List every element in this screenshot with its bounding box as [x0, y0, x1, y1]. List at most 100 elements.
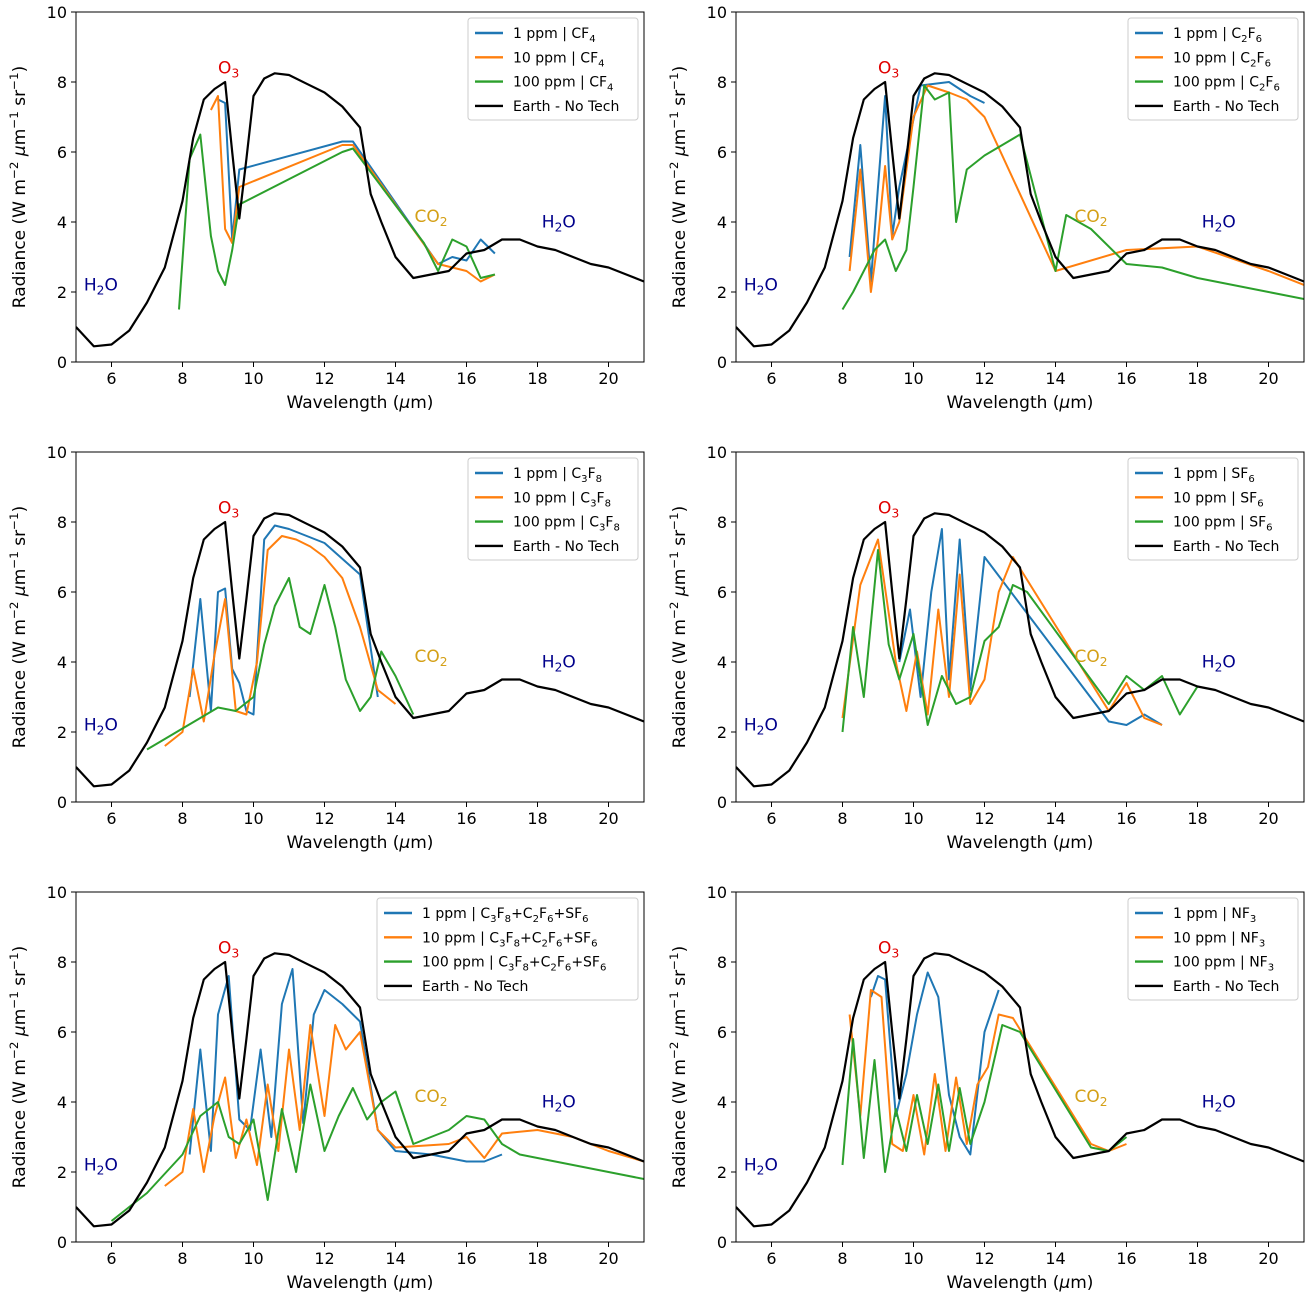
y-tick-label: 2	[57, 723, 67, 742]
legend-label-prefix: Earth - No Tech	[513, 539, 619, 555]
legend-species-sub2: 8	[613, 523, 619, 534]
annotation-co2: CO2	[1074, 1087, 1107, 1109]
annotation-h2o-left-tail: O	[104, 715, 117, 735]
x-axis-label: Wavelength (μm)	[947, 1273, 1094, 1293]
xlabel-mu: μ	[398, 833, 410, 853]
xlabel-unit: m)	[1070, 833, 1093, 853]
annotation-o3-sub: 3	[891, 946, 899, 960]
x-tick-label: 8	[177, 369, 187, 388]
annotation-o3-sub: 3	[231, 946, 239, 960]
x-tick-label: 14	[385, 369, 405, 388]
annotation-co2-sub: 2	[440, 215, 448, 229]
legend-species-sub2: 6	[1265, 58, 1271, 69]
legend-species-tail2: +C	[529, 955, 551, 971]
ylabel-exp1: −2	[7, 1042, 21, 1060]
legend-species-tail: F	[605, 515, 613, 531]
y-tick-label: 6	[717, 143, 727, 162]
x-tick-label: 10	[243, 809, 263, 828]
legend-species-base: C	[489, 930, 499, 946]
legend: 1 ppm | C3F8+C2F6+SF610 ppm | C3F8+C2F6+…	[377, 898, 638, 1000]
y-tick-label: 6	[57, 583, 67, 602]
xlabel-main: Wavelength (	[947, 1273, 1060, 1293]
legend-species-base: CF	[571, 26, 589, 42]
legend-label-prefix: 100 ppm |	[422, 955, 498, 971]
annotation-h2o-left-base: H	[744, 1155, 757, 1175]
legend-species-tail2: +C	[511, 906, 533, 922]
y-axis-label: Radiance (W m−2 μm−1 sr−1)	[667, 946, 690, 1188]
annotation-h2o-left: H2O	[744, 715, 778, 737]
xlabel-mu: μ	[398, 1273, 410, 1293]
legend: 1 ppm | C3F810 ppm | C3F8100 ppm | C3F8E…	[468, 458, 638, 560]
annotation-co2: CO2	[414, 207, 447, 229]
y-axis-label: Radiance (W m−2 μm−1 sr−1)	[7, 946, 30, 1188]
annotation-co2-base: CO	[1074, 1087, 1099, 1107]
chart-panel-3: 6 8 10 12 14 16 18 200246810Wavelength (μm)Radi…	[7, 443, 644, 853]
x-tick-label: 18	[527, 809, 547, 828]
x-axis-label: Wavelength (μm)	[947, 393, 1094, 413]
ylabel-main: Radiance (W m	[670, 179, 690, 308]
ylabel-exp2: −1	[7, 551, 21, 569]
y-tick-label: 10	[707, 3, 727, 22]
chart-panel-4: 6 8 10 12 14 16 18 200246810Wavelength (μm)Radi…	[667, 443, 1304, 853]
y-tick-label: 2	[717, 283, 727, 302]
annotation-h2o-right-sub: 2	[1215, 660, 1223, 674]
x-tick-label: 14	[1045, 1249, 1065, 1268]
ylabel-close: )	[10, 946, 30, 953]
x-tick-label: 6	[766, 809, 776, 828]
x-tick-label: 10	[243, 369, 263, 388]
x-tick-label: 16	[1116, 809, 1136, 828]
legend: 1 ppm | C2F610 ppm | C2F6100 ppm | C2F6E…	[1128, 18, 1298, 120]
y-axis-label: Radiance (W m−2 μm−1 sr−1)	[667, 66, 690, 308]
annotation-h2o-left-sub: 2	[97, 723, 105, 737]
annotation-co2-sub: 2	[440, 655, 448, 669]
legend-species-base: C	[498, 955, 508, 971]
ylabel-exp2: −1	[667, 551, 681, 569]
x-axis-label: Wavelength (μm)	[287, 833, 434, 853]
ylabel-main: Radiance (W m	[10, 179, 30, 308]
ylabel-exp2: −1	[7, 991, 21, 1009]
legend-species-tail: F	[514, 955, 522, 971]
y-tick-label: 4	[717, 1093, 727, 1112]
x-tick-label: 16	[456, 809, 476, 828]
legend-species-sub2: 6	[1256, 34, 1262, 45]
legend-species-base: C	[480, 906, 490, 922]
x-axis-label: Wavelength (μm)	[947, 833, 1094, 853]
x-tick-label: 18	[1187, 1249, 1207, 1268]
legend-label-prefix: 1 ppm |	[513, 26, 571, 42]
legend-species-base: SF	[1231, 466, 1248, 482]
x-tick-label: 10	[903, 1249, 923, 1268]
x-tick-label: 20	[598, 1249, 618, 1268]
legend-species-tail: F	[1265, 75, 1273, 91]
ylabel-m: m	[10, 1009, 30, 1026]
legend-label: Earth - No Tech	[513, 99, 619, 115]
annotation-h2o-left-tail: O	[764, 1155, 777, 1175]
ylabel-mu: μ	[10, 585, 30, 601]
xlabel-unit: m)	[410, 393, 433, 413]
annotation-h2o-right-tail: O	[562, 652, 575, 672]
legend-species-tail3: F	[539, 906, 547, 922]
legend-label-prefix: Earth - No Tech	[1173, 979, 1279, 995]
xlabel-unit: m)	[1070, 393, 1093, 413]
legend-label-prefix: 1 ppm |	[1173, 906, 1231, 922]
x-axis-label: Wavelength (μm)	[287, 1273, 434, 1293]
y-tick-label: 2	[717, 1163, 727, 1182]
legend-species-sub: 4	[598, 58, 604, 69]
legend: 1 ppm | CF410 ppm | CF4100 ppm | CF4Eart…	[468, 18, 638, 120]
legend-species-sub2: 8	[605, 498, 611, 509]
x-tick-label: 12	[974, 809, 994, 828]
annotation-h2o-left-base: H	[84, 1155, 97, 1175]
ylabel-mu: μ	[10, 145, 30, 161]
annotation-o3-sub: 3	[891, 506, 899, 520]
ylabel-sr: sr	[10, 970, 30, 991]
legend-label-prefix: 10 ppm |	[1173, 930, 1240, 946]
legend-label-prefix: 1 ppm |	[513, 466, 571, 482]
annotation-h2o-left: H2O	[84, 715, 118, 737]
annotation-h2o-left-sub: 2	[757, 283, 765, 297]
legend-species-base: NF	[1240, 930, 1259, 946]
ylabel-exp1: −2	[7, 602, 21, 620]
annotation-h2o-right-sub: 2	[555, 220, 563, 234]
x-tick-label: 10	[903, 369, 923, 388]
annotation-co2: CO2	[1074, 647, 1107, 669]
